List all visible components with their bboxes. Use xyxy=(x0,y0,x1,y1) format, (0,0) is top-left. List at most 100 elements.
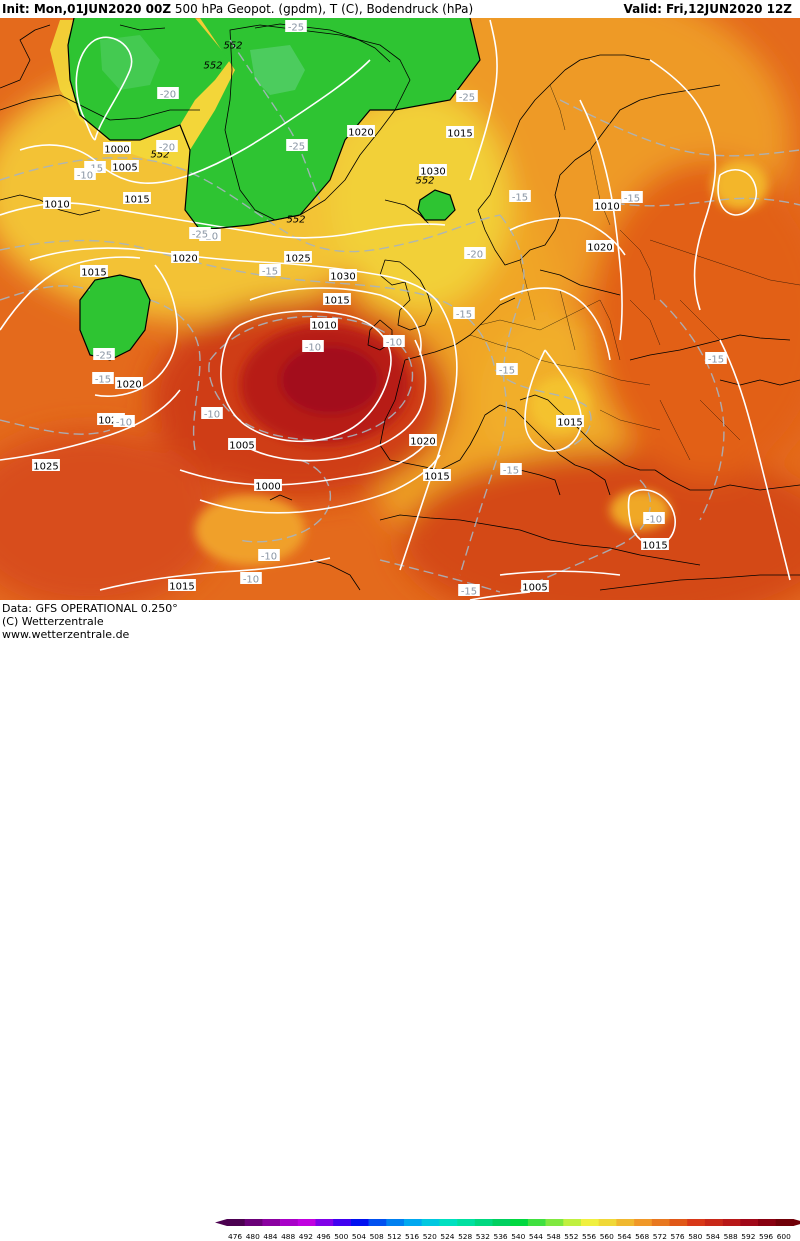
colorbar-cell xyxy=(315,1219,334,1226)
colorbar-cell xyxy=(492,1219,511,1226)
isobar-label-box xyxy=(254,479,282,491)
colorbar-tick-label: 556 xyxy=(582,1232,596,1241)
isobar-labels: 1000 1005 1010 1015 1020 1025 1030 1015 1010 1005… xyxy=(32,125,669,594)
colorbar-tick-label: 600 xyxy=(777,1232,791,1241)
temperature-label: -25 xyxy=(288,23,304,34)
colorbar-cell xyxy=(598,1219,617,1226)
isobar-label: 1010 xyxy=(44,200,69,211)
isobar-label-box xyxy=(171,251,199,263)
temperature-label: -15 xyxy=(95,375,111,386)
temperature-label: -10 xyxy=(77,171,93,182)
colorbar-tick-label: 544 xyxy=(529,1232,543,1241)
geopotential-label: 552 xyxy=(415,176,434,187)
isobar-label-box xyxy=(423,469,451,481)
temperature-label: -10 xyxy=(386,338,402,349)
temperature-label: -25 xyxy=(289,142,305,153)
isobar-label-box xyxy=(641,538,669,550)
temperature-label-box xyxy=(240,572,262,584)
colorbar-tick-label: 564 xyxy=(617,1232,631,1241)
isobar-label: 1025 xyxy=(33,462,58,473)
temperature-label: -25 xyxy=(96,351,112,362)
isobar-label: 1000 xyxy=(104,145,129,156)
temperature-label-box xyxy=(509,190,531,202)
colorbar-cell xyxy=(404,1219,422,1226)
colorbar-tick-label: 592 xyxy=(741,1232,755,1241)
colorbar-cell xyxy=(474,1219,493,1226)
isobar-label-box xyxy=(284,251,312,263)
colorbar-cell xyxy=(262,1219,281,1226)
temperature-labels: -25-20-20-25-25-25-20-15-10-25-20-15-15-… xyxy=(74,20,727,598)
isobar-label: 1015 xyxy=(642,541,667,552)
isobar-label-box xyxy=(168,579,196,591)
colorbar-tick-label: 484 xyxy=(263,1232,277,1241)
colorbar-cell xyxy=(775,1219,794,1226)
isobar-label: 1010 xyxy=(594,202,619,213)
isobar-label-box xyxy=(593,199,621,211)
temperature-label-box xyxy=(453,307,475,319)
isobar-label-box xyxy=(556,415,584,427)
temperature-label: -15 xyxy=(512,193,528,204)
chart-footer: Data: GFS OPERATIONAL 0.250° (C) Wetterz… xyxy=(0,600,800,1241)
temperature-label-box xyxy=(302,340,324,352)
isobar-label-box xyxy=(123,192,151,204)
geopotential-label: 552 xyxy=(223,41,242,52)
temperature-label: -20 xyxy=(160,90,176,101)
colorbar-cell xyxy=(280,1219,299,1226)
colorbar-cell xyxy=(704,1219,723,1226)
isobar-label-box xyxy=(115,377,143,389)
colorbar-cell xyxy=(527,1219,546,1226)
temperature-label: -10 xyxy=(243,575,259,586)
colorbar-cell xyxy=(581,1219,599,1226)
data-source: Data: GFS OPERATIONAL 0.250° xyxy=(2,602,178,615)
field-description: 500 hPa Geopot. (gpdm), T (C), Bodendruc… xyxy=(174,2,474,16)
colorbar-max-wedge xyxy=(793,1219,800,1226)
isobar-label: 1010 xyxy=(311,321,336,332)
colorbar-cell xyxy=(634,1219,653,1226)
website-link[interactable]: www.wetterzentrale.de xyxy=(2,628,130,641)
isobar-label: 1005 xyxy=(229,441,254,452)
isobar-label: 1015 xyxy=(169,582,194,593)
colorbar-cell xyxy=(722,1219,741,1226)
isobar-label-box xyxy=(111,160,139,172)
temperature-label-box xyxy=(189,227,211,239)
isobar-label-box xyxy=(323,293,351,305)
isobar-label-box xyxy=(228,438,256,450)
isobar-label-box xyxy=(329,269,357,281)
colorbar-tick-label: 576 xyxy=(671,1232,685,1241)
colorbar-cell xyxy=(563,1219,582,1226)
temperature-label-box xyxy=(621,191,643,203)
temperature-label-box xyxy=(93,348,115,360)
isobar-label: 1015 xyxy=(557,418,582,429)
temperature-label: -20 xyxy=(159,143,175,154)
chart-header: Init: Mon,01JUN2020 00Z 500 hPa Geopot. … xyxy=(0,0,800,18)
temperature-label-box xyxy=(286,139,308,151)
isobar-label-box xyxy=(32,459,60,471)
init-time: Init: Mon,01JUN2020 00Z xyxy=(2,2,172,16)
temperature-label-box xyxy=(500,463,522,475)
isotherms xyxy=(0,39,800,593)
temperature-label-box xyxy=(458,584,480,596)
colorbar-tick-label: 492 xyxy=(299,1232,313,1241)
isobar-label: 1015 xyxy=(447,129,472,140)
isobar-label: 1015 xyxy=(124,195,149,206)
temperature-label: -25 xyxy=(459,93,475,104)
colorbar-tick-label: 476 xyxy=(228,1232,242,1241)
colorbar-cell xyxy=(545,1219,564,1226)
colorbar-tick-label: 552 xyxy=(564,1232,578,1241)
temperature-label: -15 xyxy=(456,310,472,321)
isobar-label: 1000 xyxy=(255,482,280,493)
temperature-label-box xyxy=(74,168,96,180)
colorbar-tick-label: 580 xyxy=(688,1232,702,1241)
valid-time: Valid: Fri,12JUN2020 12Z xyxy=(623,2,792,16)
coastlines xyxy=(0,23,800,591)
temperature-label: -15 xyxy=(503,466,519,477)
isobar-label: 1015 xyxy=(424,472,449,483)
isobar-label: 1020 xyxy=(348,128,373,139)
temperature-label: -10 xyxy=(116,418,132,429)
isobar-label: 1020 xyxy=(98,416,123,427)
colorbar-tick-label: 548 xyxy=(547,1232,561,1241)
colorbar-cell xyxy=(333,1219,352,1226)
temperature-label-box xyxy=(92,372,114,384)
